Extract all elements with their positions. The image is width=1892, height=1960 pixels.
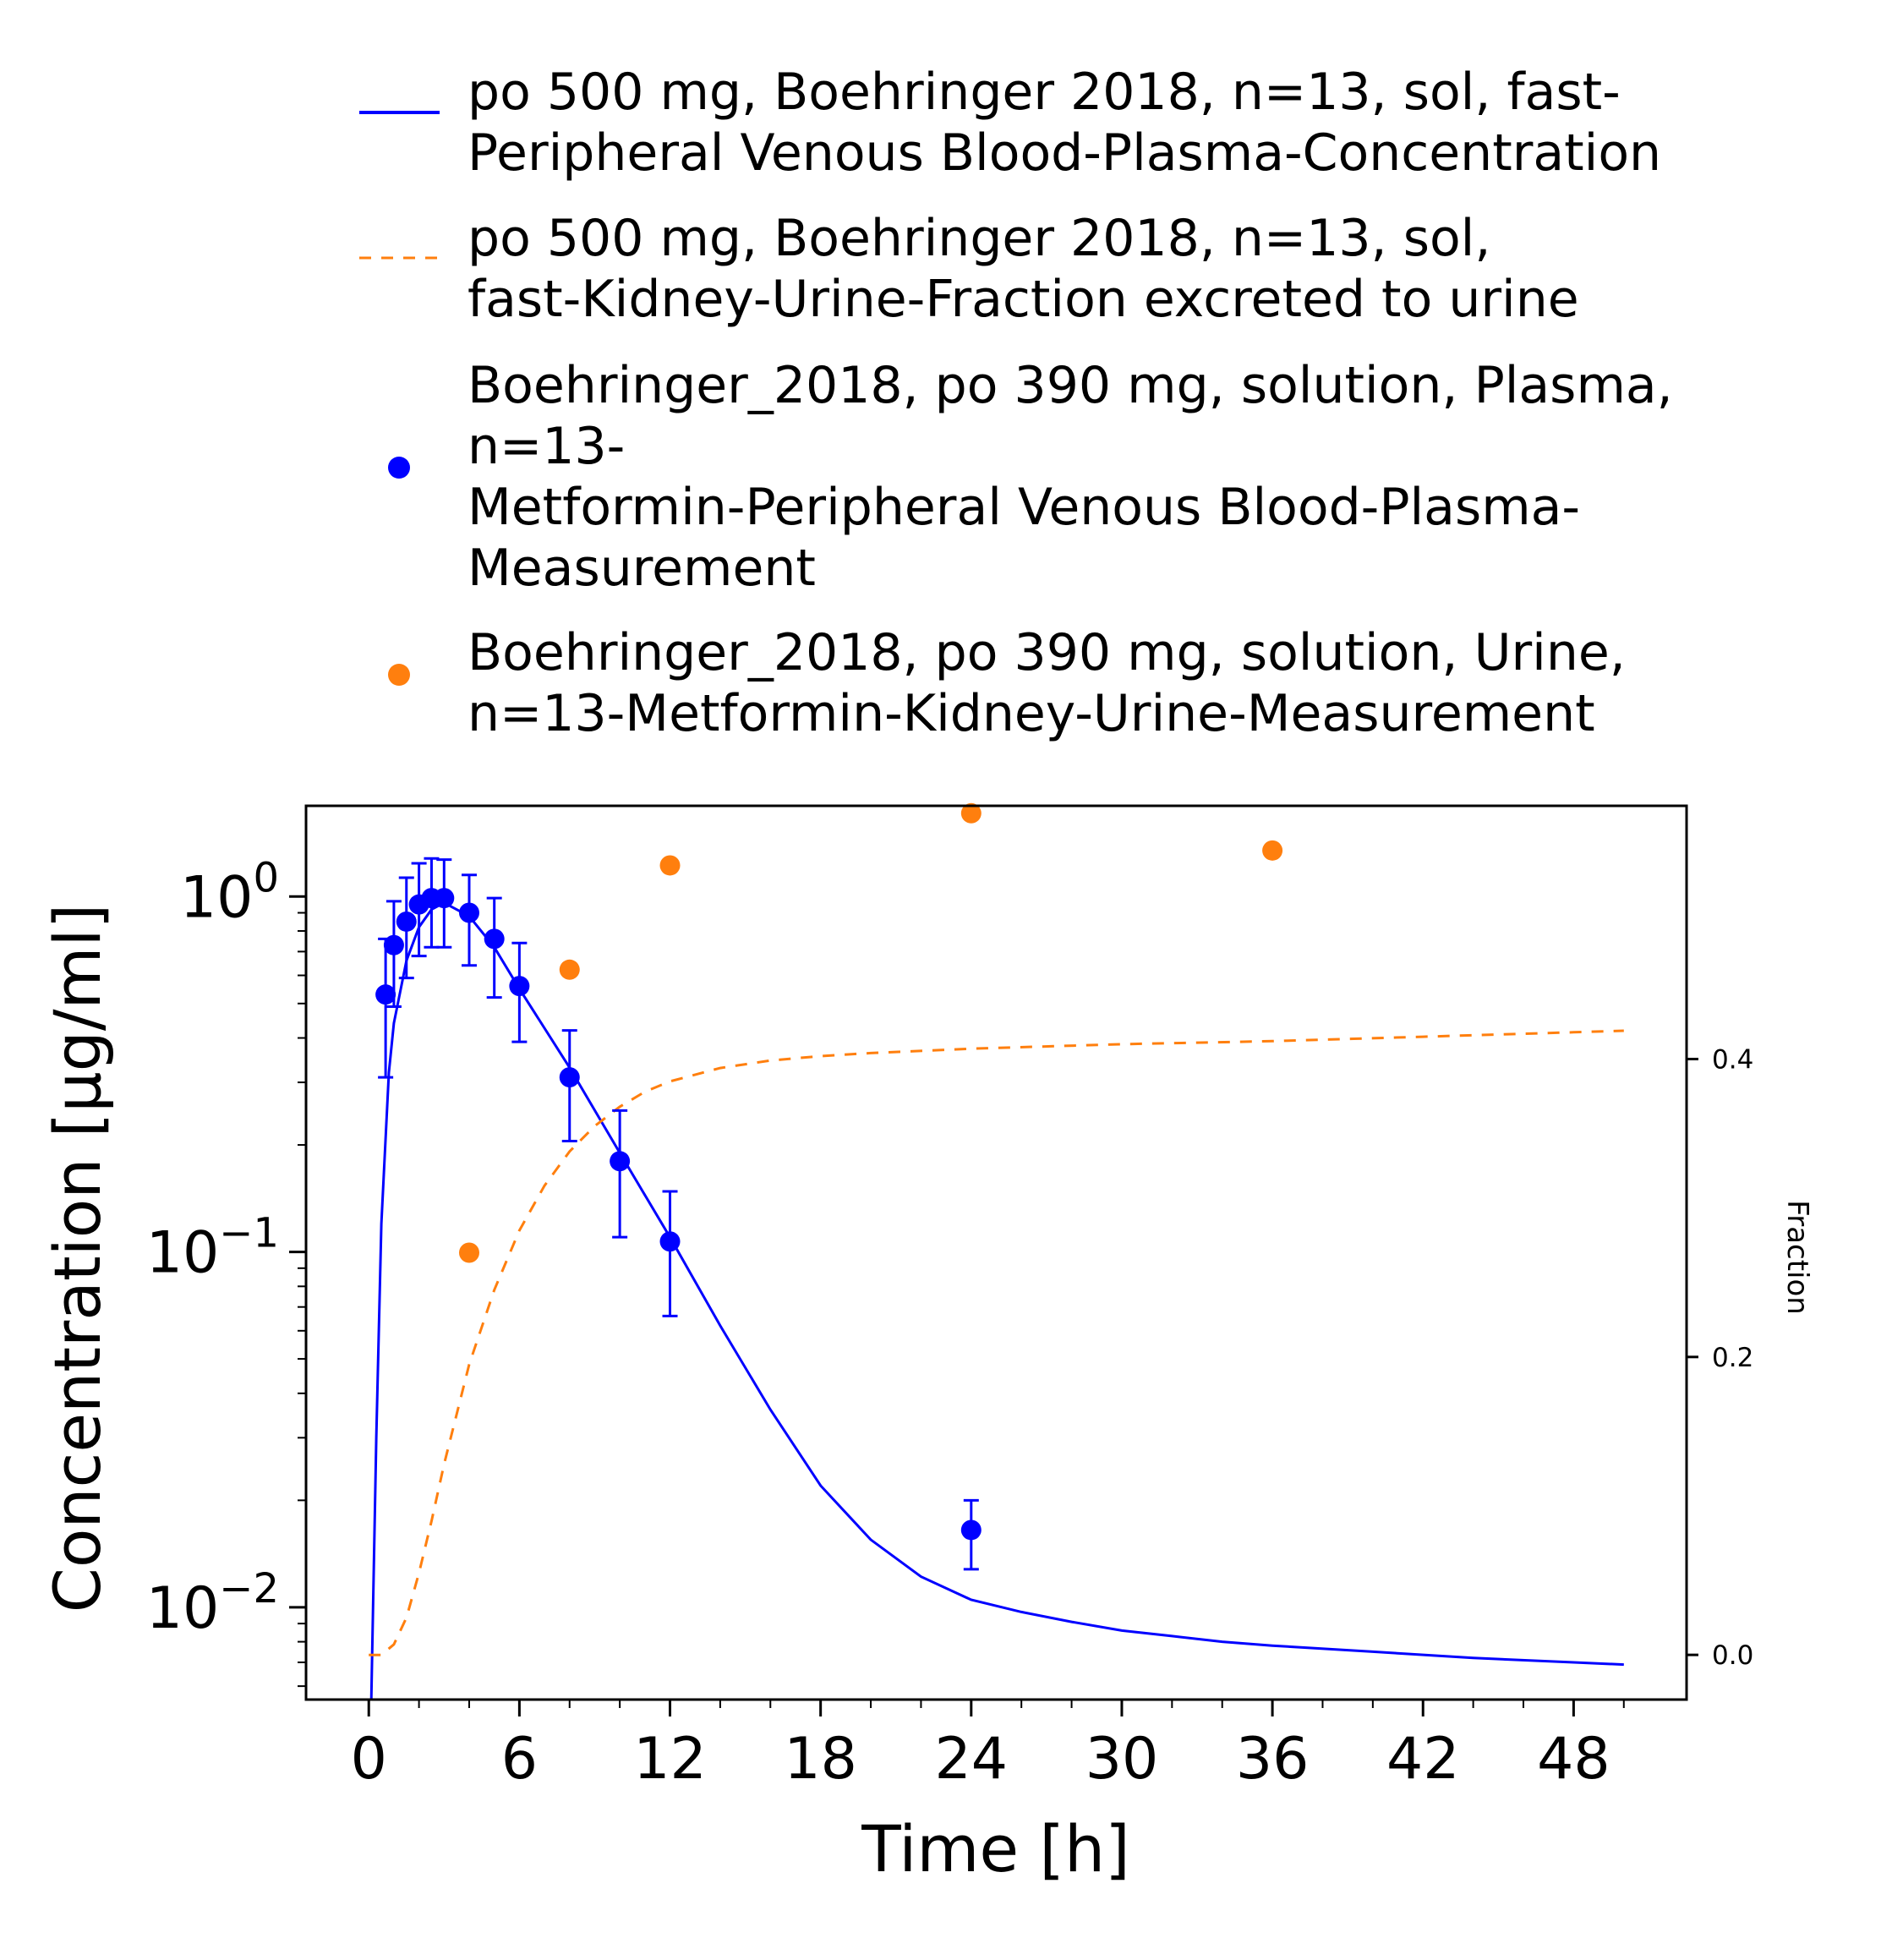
data-point — [396, 911, 417, 932]
x-axis-label: Time [h] — [861, 1811, 1130, 1886]
y2-tick-label: 0.2 — [1712, 1343, 1753, 1373]
data-point — [484, 928, 505, 950]
legend-label-urine-obs: Boehringer_2018, po 390 mg, solution, Ur… — [468, 623, 1626, 743]
legend-marker-urine-obs — [388, 664, 410, 686]
data-point — [960, 802, 982, 824]
legend-label-urine-sim: po 500 mg, Boehringer 2018, n=13, sol, f… — [468, 209, 1579, 329]
x-tick-label: 18 — [784, 1726, 857, 1793]
y-tick-label: 10−2 — [146, 1565, 279, 1642]
data-point — [559, 959, 580, 980]
data-point — [659, 1231, 681, 1252]
data-point — [434, 888, 455, 909]
plot-frame — [304, 804, 1688, 1701]
data-point — [383, 934, 404, 955]
x-tick-label: 12 — [633, 1726, 707, 1793]
legend-label-plasma-obs: Boehringer_2018, po 390 mg, solution, Pl… — [468, 356, 1673, 598]
y2-tick-label: 0.0 — [1712, 1640, 1753, 1671]
x-tick-label: 6 — [501, 1726, 538, 1793]
legend-label-plasma-sim: po 500 mg, Boehringer 2018, n=13, sol, f… — [468, 63, 1662, 183]
data-point — [960, 1519, 982, 1541]
x-tick-label: 42 — [1386, 1726, 1460, 1793]
x-tick-label: 48 — [1537, 1726, 1610, 1793]
y-axis-label: Concentration [µg/ml] — [40, 904, 115, 1612]
x-tick-label: 30 — [1085, 1726, 1159, 1793]
y-tick-label: 10−1 — [146, 1210, 279, 1287]
y2-tick-label: 0.4 — [1712, 1044, 1753, 1075]
x-tick-label: 24 — [935, 1726, 1009, 1793]
data-point — [559, 1067, 580, 1088]
data-point — [610, 1151, 631, 1172]
data-point — [458, 902, 479, 923]
series-line-0 — [369, 901, 1624, 1700]
y2-axis-label: Fraction — [1780, 1200, 1814, 1315]
data-point — [659, 855, 681, 876]
data-point — [509, 976, 530, 997]
legend-symbols — [359, 111, 440, 686]
legend-marker-plasma-obs — [388, 457, 410, 479]
x-tick-label: 0 — [351, 1726, 387, 1793]
x-tick-label: 36 — [1236, 1726, 1310, 1793]
series-line-1 — [369, 1029, 1624, 1656]
data-point — [375, 984, 396, 1005]
y-tick-label: 100 — [180, 854, 279, 931]
chart-series — [369, 802, 1624, 1700]
data-point — [458, 1242, 479, 1263]
data-point — [1262, 840, 1283, 861]
legend: po 500 mg, Boehringer 2018, n=13, sol, f… — [0, 0, 1892, 761]
chart-axes: 0 6 12 18 24 30 36 42 48 100 10−1 10−2 0.0 0.2 0.4 — [146, 804, 1753, 1793]
